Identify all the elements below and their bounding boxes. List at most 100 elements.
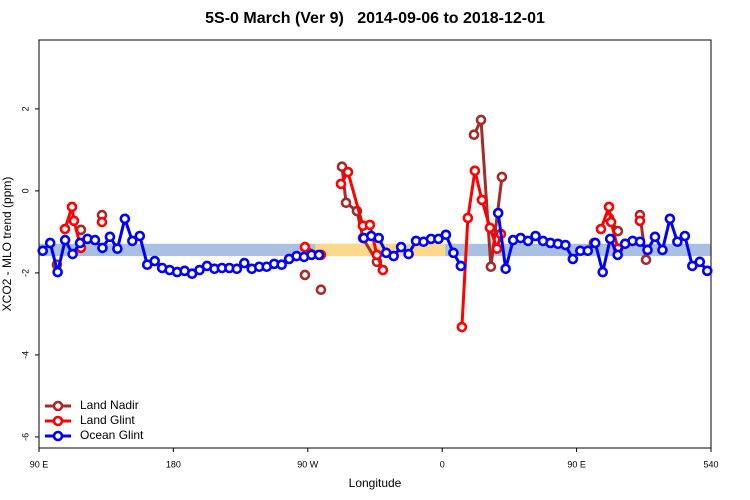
- data-point: [642, 244, 653, 256]
- data-point: [112, 243, 123, 255]
- data-point: [119, 213, 131, 225]
- data-point: [679, 230, 691, 242]
- data-point: [589, 237, 601, 249]
- data-point: [595, 223, 607, 235]
- data-point: [468, 129, 480, 141]
- data-point: [231, 263, 243, 275]
- data-point: [522, 235, 534, 247]
- data-point: [340, 197, 352, 209]
- data-point: [299, 269, 311, 281]
- data-point: [127, 235, 138, 247]
- data-point: [672, 236, 683, 248]
- data-point: [597, 266, 609, 278]
- data-point: [75, 224, 87, 236]
- data-point: [371, 249, 383, 261]
- x-tick-label: 540: [703, 459, 718, 469]
- data-point: [134, 230, 146, 242]
- data-point: [484, 222, 496, 234]
- data-point: [612, 249, 623, 261]
- data-point: [440, 229, 452, 241]
- data-point: [44, 237, 56, 249]
- chart-title: 5S-0 March (Ver 9) 2014-09-06 to 2018-12…: [205, 10, 545, 27]
- data-point: [560, 239, 571, 251]
- x-tick-label: 90 E: [567, 459, 586, 469]
- y-axis-label: XCO2 - MLO trend (ppm): [0, 177, 14, 312]
- data-point: [52, 266, 63, 278]
- data-point: [68, 215, 80, 227]
- legend-label: Land Glint: [80, 413, 135, 427]
- data-point: [500, 263, 511, 275]
- data-point: [649, 231, 661, 243]
- data-point: [373, 232, 385, 244]
- data-point: [640, 254, 652, 266]
- data-point: [364, 219, 376, 231]
- data-point: [530, 230, 541, 242]
- y-tick-label: -6: [20, 433, 30, 441]
- data-point: [395, 241, 407, 253]
- data-point: [582, 245, 594, 257]
- data-point: [388, 250, 399, 262]
- data-point: [299, 241, 311, 253]
- data-point: [37, 245, 49, 257]
- data-point: [492, 207, 504, 219]
- data-point: [342, 166, 354, 178]
- data-point: [59, 234, 71, 246]
- data-point: [491, 243, 503, 255]
- data-point: [74, 237, 86, 249]
- data-point: [89, 234, 101, 246]
- data-point: [604, 233, 616, 245]
- data-point: [239, 257, 250, 269]
- data-point: [433, 233, 444, 245]
- x-tick-label: 90 W: [297, 459, 319, 469]
- data-point: [475, 114, 487, 126]
- legend-label: Ocean Glint: [80, 428, 144, 442]
- data-point: [96, 216, 108, 228]
- data-point: [567, 253, 579, 265]
- data-point: [377, 264, 389, 276]
- y-tick-label: 2: [20, 106, 30, 111]
- y-tick-label: 0: [20, 188, 30, 193]
- x-tick-label: 0: [440, 459, 445, 469]
- data-point: [403, 248, 414, 260]
- data-point: [485, 261, 497, 273]
- data-point: [448, 247, 459, 259]
- x-axis-label: Longitude: [349, 476, 402, 490]
- data-point: [276, 259, 287, 271]
- data-point: [664, 213, 676, 225]
- data-point: [456, 321, 468, 333]
- data-point: [701, 265, 713, 277]
- data-point: [66, 201, 78, 213]
- data-point: [194, 264, 205, 276]
- legend-marker: [52, 415, 64, 427]
- data-point: [476, 194, 488, 206]
- data-point: [612, 225, 624, 237]
- data-point: [634, 236, 646, 248]
- data-point: [67, 248, 78, 260]
- data-point: [694, 256, 706, 268]
- y-tick-label: -4: [20, 351, 30, 359]
- legend-marker: [52, 430, 64, 442]
- data-point: [455, 260, 467, 272]
- data-point: [657, 244, 668, 256]
- data-point: [104, 231, 116, 243]
- data-point: [313, 249, 325, 261]
- data-point: [469, 165, 481, 177]
- data-point: [59, 223, 71, 235]
- data-point: [97, 242, 108, 254]
- data-point: [496, 171, 508, 183]
- data-point: [462, 212, 474, 224]
- plot-frame: [38, 39, 712, 449]
- data-point: [634, 215, 646, 227]
- data-point: [315, 284, 327, 296]
- data-point: [687, 260, 698, 272]
- y-tick-label: -2: [20, 269, 30, 277]
- x-tick-label: 180: [166, 459, 181, 469]
- legend-marker: [52, 400, 64, 412]
- data-point: [605, 216, 617, 228]
- legend-label: Land Nadir: [80, 398, 139, 412]
- data-point: [149, 255, 161, 267]
- data-point: [335, 178, 347, 190]
- data-point: [603, 201, 615, 213]
- x-tick-label: 90 E: [30, 459, 49, 469]
